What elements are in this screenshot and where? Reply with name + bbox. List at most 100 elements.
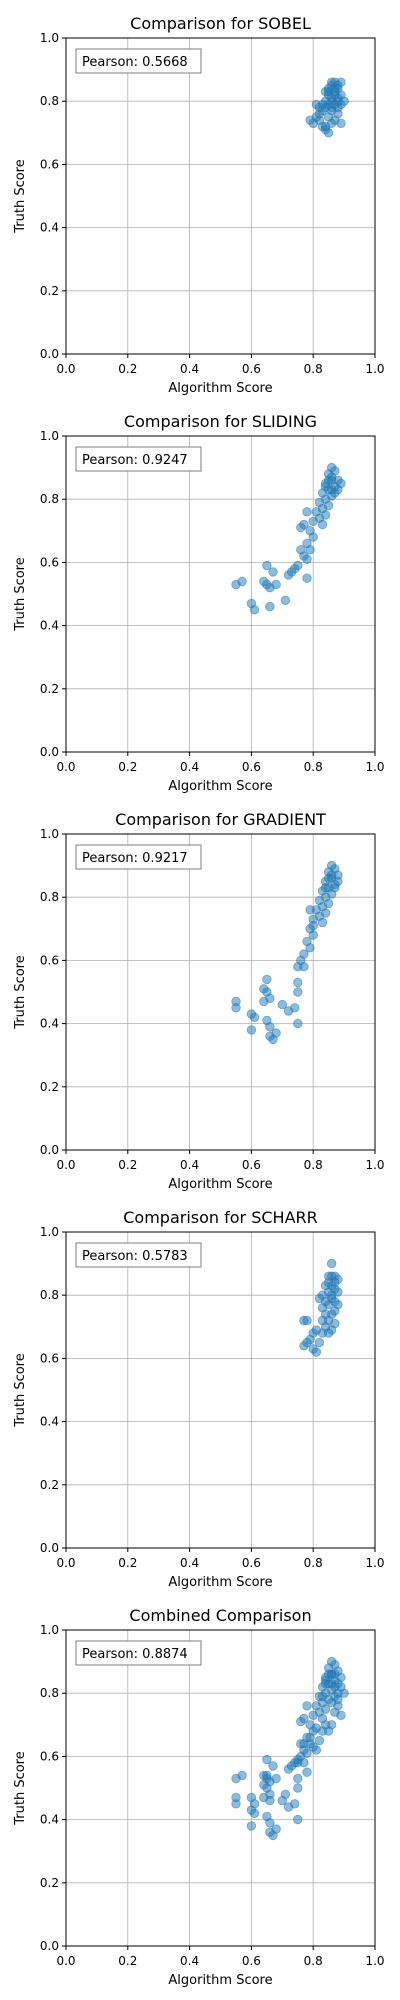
data-point bbox=[231, 1003, 241, 1013]
y-tick-label: 0.0 bbox=[40, 1143, 59, 1157]
data-point bbox=[308, 1710, 318, 1721]
data-point bbox=[262, 1770, 272, 1781]
data-point bbox=[336, 118, 346, 129]
data-point bbox=[330, 1669, 340, 1679]
y-tick-label: 0.8 bbox=[40, 890, 59, 904]
data-point bbox=[249, 605, 260, 615]
y-tick-label: 0.2 bbox=[40, 284, 59, 298]
chart-title: Comparison for SLIDING bbox=[124, 412, 317, 431]
data-point bbox=[293, 987, 303, 997]
x-axis-label: Algorithm Score bbox=[168, 1973, 272, 1988]
x-axis-label: Algorithm Score bbox=[168, 1575, 272, 1590]
data-point bbox=[271, 1773, 281, 1784]
data-point bbox=[231, 1799, 241, 1809]
data-point bbox=[305, 115, 315, 125]
y-tick-label: 0.0 bbox=[40, 1541, 59, 1555]
data-point bbox=[262, 1754, 272, 1765]
annotation-box bbox=[75, 446, 202, 472]
data-point bbox=[299, 1739, 309, 1749]
data-point bbox=[293, 1018, 303, 1029]
data-point bbox=[280, 595, 291, 606]
x-tick-label: 0.6 bbox=[242, 760, 261, 774]
y-tick-label: 0.6 bbox=[40, 157, 59, 171]
y-tick-label: 0.6 bbox=[40, 555, 59, 569]
x-tick-label: 0.4 bbox=[180, 362, 199, 376]
x-tick-label: 1.0 bbox=[365, 1954, 384, 1968]
x-tick-label: 0.2 bbox=[118, 1556, 137, 1570]
y-tick-label: 0.8 bbox=[40, 1686, 59, 1700]
data-point bbox=[330, 1277, 340, 1288]
data-point bbox=[336, 1710, 346, 1721]
y-tick-label: 1.0 bbox=[40, 1623, 59, 1637]
data-point bbox=[268, 567, 278, 577]
annotation-text: Pearson: 0.9217 bbox=[82, 851, 188, 866]
annotation-text: Pearson: 0.5783 bbox=[82, 1249, 188, 1264]
data-point bbox=[262, 560, 272, 571]
y-tick-label: 0.4 bbox=[40, 1415, 59, 1429]
x-tick-label: 0.2 bbox=[118, 760, 137, 774]
data-point bbox=[293, 977, 303, 988]
data-point bbox=[327, 1258, 337, 1269]
chart-panel-2: Comparison for SLIDING 0.0 0.2 0.4 0.6 0.8 1.0… bbox=[13, 412, 385, 794]
x-tick-label: 0.8 bbox=[304, 1954, 323, 1968]
x-tick-label: 0.2 bbox=[118, 1954, 137, 1968]
data-point bbox=[302, 1767, 312, 1777]
x-tick-label: 0.0 bbox=[56, 1556, 75, 1570]
data-point bbox=[262, 974, 272, 985]
x-tick-label: 0.0 bbox=[56, 1954, 75, 1968]
data-point bbox=[305, 943, 315, 953]
y-tick-label: 0.8 bbox=[40, 1288, 59, 1302]
data-point bbox=[305, 1732, 315, 1743]
x-tick-label: 1.0 bbox=[365, 1158, 384, 1172]
x-tick-label: 0.2 bbox=[118, 1158, 137, 1172]
data-point bbox=[302, 554, 312, 564]
x-tick-label: 0.4 bbox=[180, 1954, 199, 1968]
x-tick-label: 0.4 bbox=[180, 1158, 199, 1172]
pearson-annotation: Pearson: 0.9247 bbox=[75, 446, 202, 472]
y-tick-label: 1.0 bbox=[40, 31, 59, 45]
annotation-text: Pearson: 0.5668 bbox=[82, 55, 188, 70]
pearson-annotation: Pearson: 0.8874 bbox=[75, 1640, 202, 1666]
x-tick-label: 0.8 bbox=[304, 760, 323, 774]
data-point bbox=[308, 532, 318, 542]
plot-frame bbox=[65, 1231, 376, 1549]
chart-panel-5: Combined Comparison 0.0 0.2 0.4 0.6 0.8 1.0 0.0… bbox=[13, 1606, 385, 1988]
y-tick-label: 0.4 bbox=[40, 619, 59, 633]
x-axis-label: Algorithm Score bbox=[168, 381, 272, 396]
chart-title: Comparison for SOBEL bbox=[130, 14, 311, 33]
data-point bbox=[259, 996, 269, 1007]
x-tick-label: 0.8 bbox=[304, 1158, 323, 1172]
x-tick-label: 0.4 bbox=[180, 1556, 199, 1570]
data-point bbox=[283, 1802, 294, 1812]
data-point bbox=[302, 1701, 312, 1711]
data-point bbox=[246, 1025, 257, 1035]
pearson-annotation: Pearson: 0.9217 bbox=[75, 844, 202, 870]
y-axis-label: Truth Score bbox=[13, 1751, 28, 1826]
x-tick-label: 1.0 bbox=[365, 1556, 384, 1570]
chart-title: Comparison for GRADIENT bbox=[115, 810, 326, 829]
data-point bbox=[317, 917, 328, 928]
y-tick-label: 0.4 bbox=[40, 1017, 59, 1031]
data-point bbox=[330, 1296, 340, 1307]
data-point bbox=[296, 522, 306, 533]
data-point bbox=[317, 519, 328, 530]
x-axis-label: Algorithm Score bbox=[168, 1177, 272, 1192]
x-tick-label: 0.6 bbox=[242, 1954, 261, 1968]
y-tick-label: 1.0 bbox=[40, 827, 59, 841]
pearson-annotation: Pearson: 0.5783 bbox=[75, 1242, 202, 1268]
data-point bbox=[323, 1328, 334, 1338]
data-point bbox=[271, 1824, 281, 1834]
x-axis-label: Algorithm Score bbox=[168, 779, 272, 794]
data-point bbox=[302, 507, 312, 517]
annotation-box bbox=[75, 48, 202, 74]
y-tick-label: 0.8 bbox=[40, 94, 59, 108]
y-tick-label: 0.0 bbox=[40, 347, 59, 361]
y-tick-label: 0.6 bbox=[40, 1749, 59, 1763]
y-axis-label: Truth Score bbox=[13, 557, 28, 632]
plot-frame bbox=[65, 833, 376, 1151]
y-tick-label: 0.0 bbox=[40, 745, 59, 759]
x-tick-label: 0.0 bbox=[56, 362, 75, 376]
y-tick-label: 0.4 bbox=[40, 1813, 59, 1827]
annotation-box bbox=[75, 1242, 202, 1268]
x-tick-label: 0.8 bbox=[304, 1556, 323, 1570]
